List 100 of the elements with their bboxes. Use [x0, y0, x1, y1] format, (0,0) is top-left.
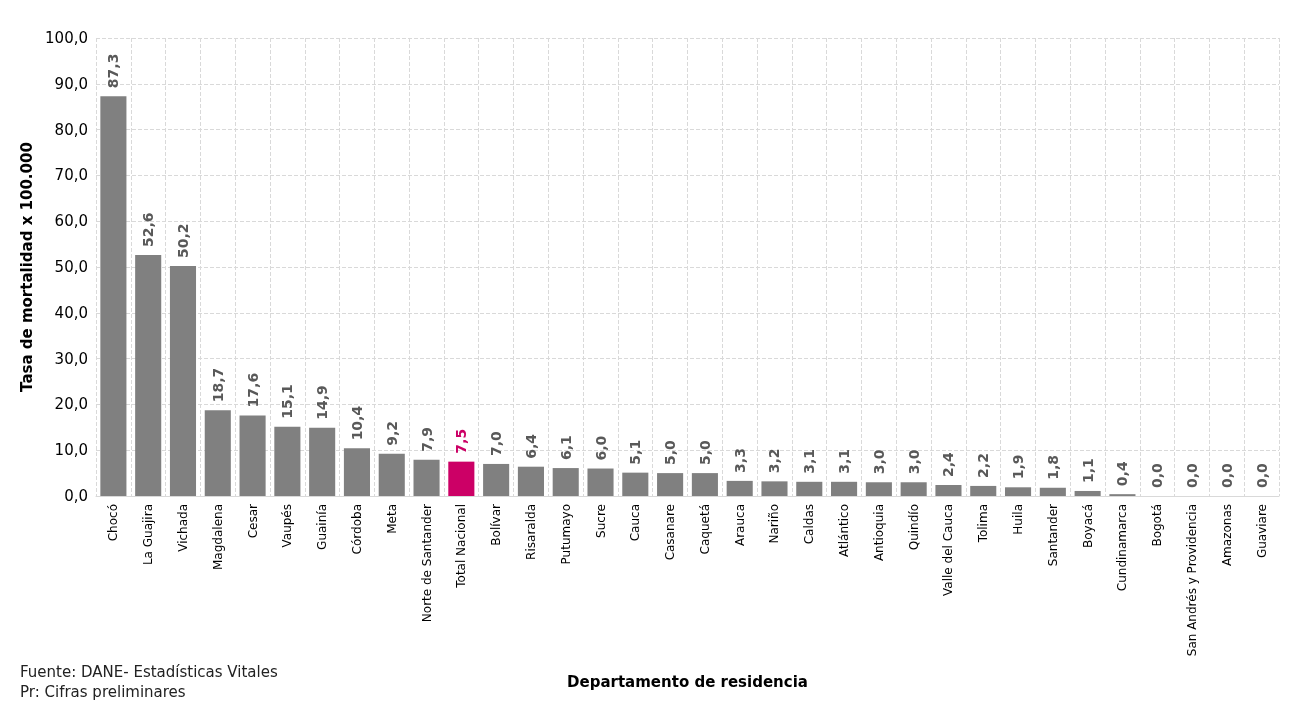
bar: [1005, 487, 1032, 496]
x-tick-label: Nariño: [767, 504, 782, 544]
x-tick-label: Caquetá: [697, 504, 712, 555]
data-label: 14,9: [314, 385, 331, 420]
bar: [1074, 490, 1101, 496]
bar: [239, 415, 266, 496]
x-tick-label: Guaviare: [1254, 504, 1269, 559]
text: Pr: Cifras preliminares: [20, 682, 186, 701]
bar: [831, 481, 858, 496]
data-label: 87,3: [105, 53, 122, 89]
x-tick-label: Bogotá: [1150, 504, 1165, 547]
y-tick-label: 70,0: [54, 166, 88, 185]
bar: [865, 482, 892, 496]
data-label: 18,7: [209, 367, 226, 403]
x-tick-label: Magdalena: [210, 504, 225, 570]
data-label: 7,5: [453, 428, 470, 454]
x-tick-label: San Andrés y Providencia: [1185, 504, 1200, 657]
bar: [796, 481, 823, 496]
data-label: 7,9: [418, 427, 435, 452]
x-tick-label: Caldas: [802, 504, 817, 545]
bar: [657, 473, 684, 496]
x-tick-label: Córdoba: [349, 504, 364, 555]
data-label: 0,0: [1253, 462, 1270, 488]
bar: [413, 459, 440, 496]
data-label: 7,0: [488, 430, 505, 456]
x-tick-label: Quindío: [906, 504, 921, 551]
y-tick-label: 0,0: [64, 487, 88, 505]
data-label: 6,1: [557, 435, 574, 461]
bar: [378, 453, 405, 496]
y-tick-label: 20,0: [54, 395, 88, 414]
data-label: 5,1: [627, 439, 644, 465]
x-tick-label: Risaralda: [523, 504, 538, 560]
bar: [135, 255, 162, 496]
bar: [100, 96, 127, 496]
data-label: 17,6: [244, 372, 261, 408]
data-label: 52,6: [140, 212, 157, 248]
x-axis-title: Departamento de residencia: [567, 672, 808, 691]
y-tick-label: 100,0: [45, 29, 88, 47]
data-label: 6,0: [592, 435, 609, 461]
x-tick-label: Bolívar: [489, 503, 504, 546]
bar: [587, 468, 614, 496]
data-label: 1,1: [1079, 458, 1096, 483]
x-tick-label: Chocó: [106, 504, 121, 542]
x-tick-label: Casanare: [663, 504, 678, 561]
bar: [169, 266, 197, 496]
data-label: 0,4: [1114, 461, 1131, 487]
x-tick-label: Arauca: [732, 504, 747, 547]
x-tick-label: Total Nacional: [454, 504, 469, 589]
bar: [552, 468, 579, 496]
x-tick-label: Cauca: [628, 504, 643, 542]
y-tick-label: 90,0: [54, 74, 88, 93]
y-axis-title: Tasa de mortalidad x 100.000: [17, 142, 36, 392]
bar: [517, 466, 544, 496]
bar: [483, 463, 510, 496]
x-tick-label: Santander: [1045, 503, 1060, 567]
bar: [309, 427, 336, 496]
x-tick-label: Guainía: [315, 504, 330, 550]
x-tick-label: Norte de Santander: [419, 503, 434, 623]
y-tick-label: 40,0: [54, 303, 88, 322]
bar: [900, 482, 927, 496]
bar: [970, 485, 997, 496]
y-tick-label: 60,0: [54, 212, 88, 231]
source-note: Fuente: DANE- Estadísticas Vitales: [20, 662, 278, 681]
data-label: 0,0: [1218, 462, 1235, 488]
data-label: 2,4: [940, 451, 957, 478]
data-label: 9,2: [383, 421, 400, 446]
bar: [343, 448, 370, 496]
bar: [274, 426, 301, 496]
data-label: 5,0: [662, 440, 679, 466]
data-label: 0,0: [1184, 462, 1201, 488]
x-tick-label: Putumayo: [558, 504, 573, 565]
data-label: 3,1: [836, 448, 853, 474]
bar: [1039, 487, 1066, 496]
data-label: 50,2: [174, 223, 191, 259]
bar: [726, 480, 753, 496]
x-tick-label: Vichada: [175, 504, 190, 552]
x-tick-label: Valle del Cauca: [941, 504, 956, 596]
x-tick-label: Boyacá: [1080, 504, 1095, 548]
data-label: 5,0: [696, 440, 713, 466]
x-tick-label: Vaupés: [280, 504, 295, 548]
data-label: 3,3: [731, 448, 748, 473]
data-label: 1,9: [1010, 454, 1027, 480]
x-tick-label: Atlántico: [837, 504, 852, 557]
data-label: 3,2: [766, 448, 783, 474]
data-label: 6,4: [522, 433, 539, 459]
data-label: 3,0: [905, 449, 922, 475]
bar: [622, 472, 649, 496]
y-tick-label: 80,0: [54, 120, 88, 139]
x-tick-label: Meta: [384, 504, 399, 534]
data-label: 0,0: [1149, 462, 1166, 488]
x-tick-label: Tolima: [976, 504, 991, 544]
data-label: 3,0: [870, 449, 887, 475]
x-tick-label: Sucre: [593, 504, 608, 538]
x-tick-label: Cesar: [245, 503, 260, 539]
x-tick-label: Huila: [1011, 504, 1026, 535]
x-tick-label: La Guajira: [141, 504, 156, 566]
data-label: 15,1: [279, 384, 296, 419]
y-tick-label: 10,0: [54, 441, 88, 460]
bar: [448, 461, 475, 496]
bar: [761, 481, 788, 496]
